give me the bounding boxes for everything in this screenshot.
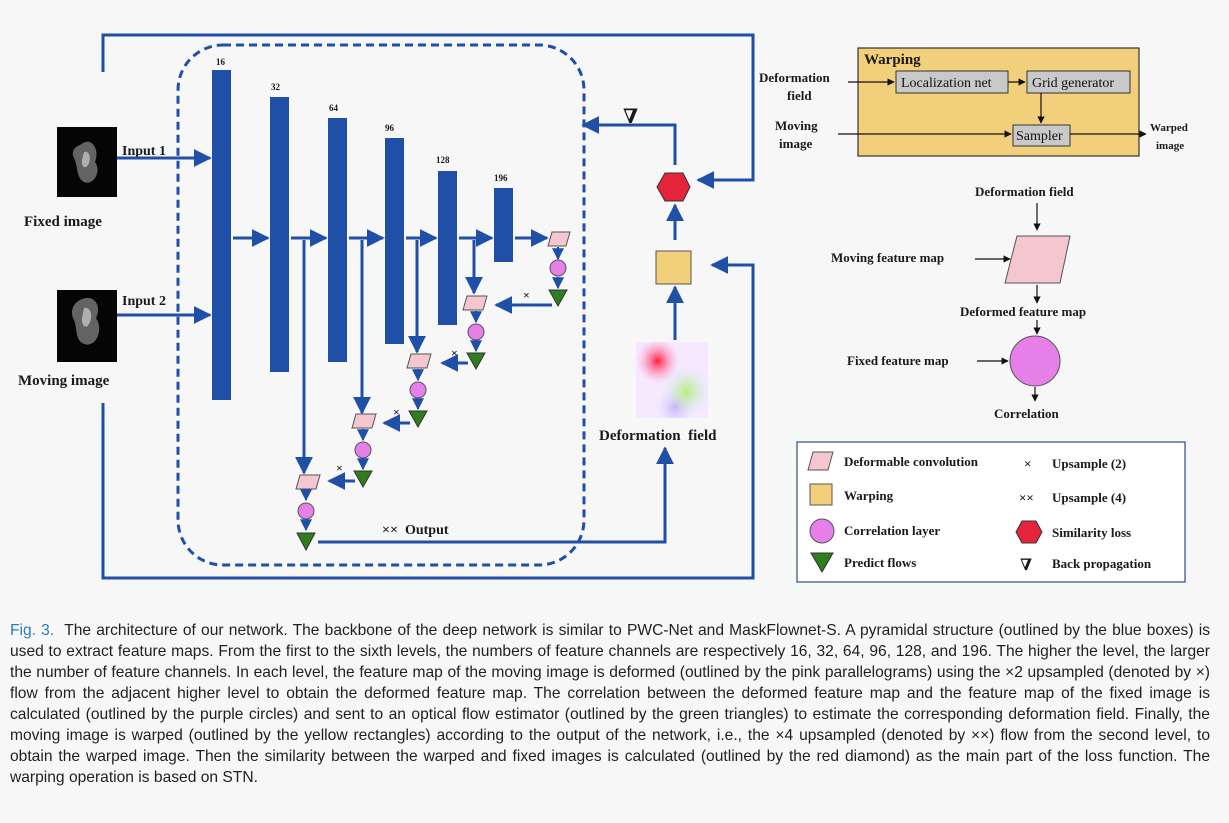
- correlation-shape: [409, 381, 427, 399]
- legend-deformable-conv-label: Deformable convolution: [844, 454, 979, 469]
- fixed-image-label: Fixed image: [24, 214, 102, 230]
- level-6-channels: 196: [494, 173, 508, 183]
- legend-warping-label: Warping: [844, 488, 894, 503]
- network-boundary: [176, 43, 586, 567]
- legend-correlation-icon: [809, 518, 835, 544]
- level-2-module: [295, 474, 321, 552]
- correlation-diagram: Deformation field Moving feature map Def…: [831, 184, 1086, 421]
- level-6-module: [547, 231, 571, 308]
- legend-upsample4-label: Upsample (4): [1052, 490, 1126, 505]
- correlation-shape: [354, 441, 372, 459]
- predict-flow-shape: [466, 352, 486, 371]
- corr-fixed-feature-map: Fixed feature map: [847, 353, 949, 368]
- sampler-label: Sampler: [1016, 129, 1063, 144]
- architecture-diagram: Fixed image Moving image Input 1 Input 2…: [18, 33, 1191, 583]
- level-6-block: [494, 188, 513, 262]
- legend-upsample2-symbol: ×: [1024, 456, 1031, 471]
- level-3-block: [328, 118, 347, 362]
- corr-parallelogram: [1004, 235, 1071, 284]
- upsample-mark: ×: [451, 346, 458, 360]
- legend-predict-flow-icon: [810, 552, 834, 573]
- grid-generator-label: Grid generator: [1032, 76, 1114, 91]
- corr-moving-feature-map: Moving feature map: [831, 250, 944, 265]
- predict-flow-shape: [296, 532, 316, 552]
- upsample-mark: ×: [393, 405, 400, 419]
- upsample-mark: ×: [523, 288, 530, 302]
- deformation-field-image: [636, 342, 708, 418]
- legend-correlation-label: Correlation layer: [844, 523, 940, 538]
- deformable-conv-shape: [295, 474, 321, 490]
- legend-predict-flow-label: Predict flows: [844, 555, 916, 570]
- legend-upsample2-label: Upsample (2): [1052, 456, 1126, 471]
- level-4-block: [385, 138, 404, 344]
- warping-output: Warped image: [1150, 122, 1191, 152]
- moving-image-label: Moving image: [18, 373, 110, 389]
- deformable-conv-shape: [406, 353, 432, 369]
- predict-flow-shape: [353, 470, 373, 489]
- level-3-channels: 64: [329, 103, 339, 113]
- correlation-shape: [549, 259, 567, 277]
- flow-modules: [295, 231, 571, 552]
- caption-text: The architecture of our network. The bac…: [10, 622, 1210, 786]
- corr-deformed-feature-map: Deformed feature map: [960, 304, 1086, 319]
- legend-similarity-icon: [1015, 520, 1043, 544]
- sampler-box: [1012, 124, 1071, 147]
- level-5-module: [462, 295, 488, 371]
- correlation-shape: [467, 323, 485, 341]
- input2-label: Input 2: [122, 294, 166, 309]
- corr-deformation-field: Deformation field: [975, 184, 1074, 199]
- legend-deformable-conv-icon: [807, 451, 834, 471]
- level-5-channels: 128: [436, 155, 450, 165]
- output-label: ×× Output: [382, 523, 449, 538]
- localization-net-label: Localization net: [901, 76, 992, 91]
- warping-deformation-input: Deformation field: [759, 70, 833, 103]
- corr-circle: [1009, 335, 1061, 387]
- level-5-block: [438, 171, 457, 325]
- figure-caption: Fig. 3. The architecture of our network. …: [10, 620, 1210, 788]
- warping-moving-input: Moving image: [775, 118, 821, 151]
- warping-square: [655, 250, 692, 285]
- back-propagation-symbol: ∇: [623, 106, 638, 128]
- level-4-channels: 96: [385, 123, 395, 133]
- warping-module: Warping Localization net Grid generator …: [759, 47, 1191, 157]
- deformation-field-label: Deformation field: [599, 428, 717, 444]
- similarity-loss-hexagon: [656, 172, 691, 202]
- legend: Deformable convolution × Upsample (2) Wa…: [796, 441, 1186, 583]
- correlation-shape: [297, 502, 315, 520]
- legend-upsample4-symbol: ××: [1019, 490, 1034, 505]
- level-1-channels: 16: [216, 57, 226, 67]
- level-3-module: [351, 413, 377, 489]
- predict-flow-shape: [408, 410, 428, 429]
- grid-generator-box: [1026, 70, 1131, 94]
- input1-label: Input 1: [122, 144, 166, 159]
- deformable-conv-shape: [462, 295, 488, 311]
- predict-flow-shape: [548, 289, 568, 308]
- legend-similarity-label: Similarity loss: [1052, 525, 1131, 540]
- legend-back-propagation-symbol: ∇: [1020, 557, 1032, 574]
- fixed-image-thumbnail: [57, 127, 117, 197]
- level-4-module: [406, 353, 432, 429]
- legend-back-propagation-label: Back propagation: [1052, 556, 1152, 571]
- level-1-block: [212, 70, 231, 400]
- feature-pyramid: [212, 70, 513, 400]
- legend-warping-icon: [809, 483, 833, 506]
- deformable-conv-shape: [351, 413, 377, 429]
- level-2-block: [270, 97, 289, 372]
- deformable-conv-shape: [547, 231, 571, 247]
- upsample-mark: ×: [336, 461, 343, 475]
- warping-title: Warping: [864, 52, 921, 68]
- level-2-channels: 32: [271, 82, 281, 92]
- feedback-loop-lines: [101, 33, 755, 580]
- figure-label: Fig. 3.: [10, 622, 55, 639]
- moving-image-thumbnail: [57, 290, 117, 362]
- corr-correlation: Correlation: [994, 406, 1060, 421]
